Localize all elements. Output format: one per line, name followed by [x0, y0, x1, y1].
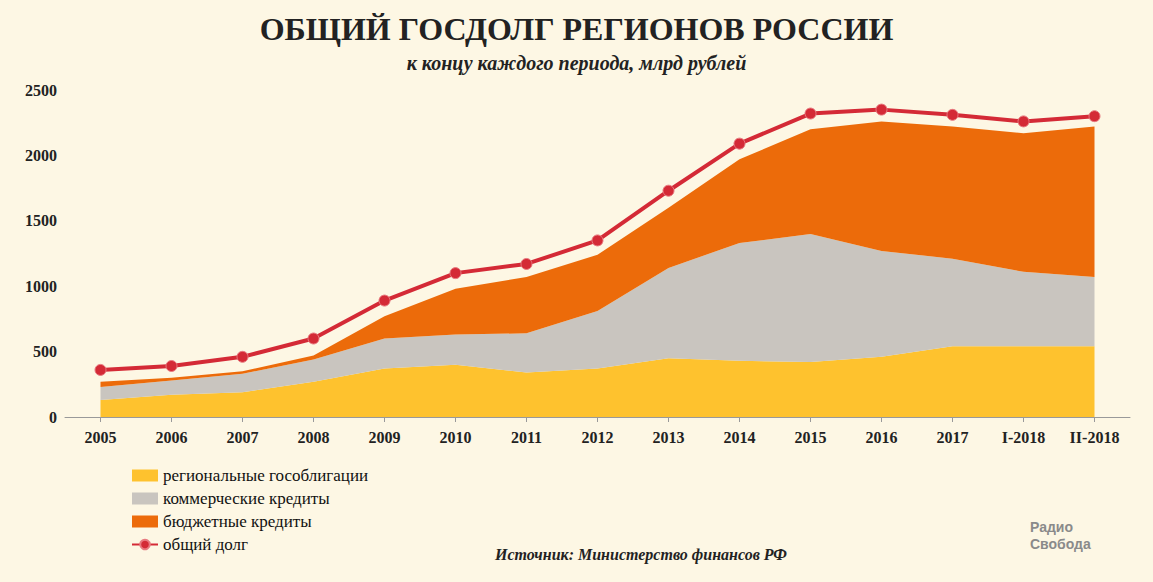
svg-text:коммерческие кредиты: коммерческие кредиты [163, 489, 330, 508]
svg-text:1500: 1500 [25, 212, 57, 229]
svg-text:ОБЩИЙ ГОСДОЛГ РЕГИОНОВ РОССИИ: ОБЩИЙ ГОСДОЛГ РЕГИОНОВ РОССИИ [260, 11, 894, 47]
svg-text:бюджетные кредиты: бюджетные кредиты [163, 512, 312, 531]
svg-text:0: 0 [49, 409, 57, 426]
svg-text:2013: 2013 [653, 429, 685, 446]
svg-text:Свобода: Свобода [1030, 536, 1091, 552]
svg-text:2012: 2012 [582, 429, 614, 446]
svg-text:2016: 2016 [866, 429, 898, 446]
svg-text:общий долг: общий долг [163, 535, 248, 554]
svg-text:II-2018: II-2018 [1070, 429, 1120, 446]
svg-text:2000: 2000 [25, 147, 57, 164]
svg-text:2005: 2005 [85, 429, 117, 446]
svg-text:2006: 2006 [156, 429, 188, 446]
svg-text:2010: 2010 [440, 429, 472, 446]
svg-text:2014: 2014 [724, 429, 756, 446]
svg-text:2007: 2007 [227, 429, 259, 446]
svg-text:2011: 2011 [511, 429, 542, 446]
svg-text:2008: 2008 [298, 429, 330, 446]
svg-text:Источник: Министерство финансо: Источник: Министерство финансов РФ [494, 546, 787, 564]
svg-text:2009: 2009 [369, 429, 401, 446]
svg-text:региональные гособлигации: региональные гособлигации [163, 466, 368, 485]
svg-text:Радио: Радио [1030, 519, 1073, 535]
svg-text:1000: 1000 [25, 278, 57, 295]
svg-text:I-2018: I-2018 [1002, 429, 1046, 446]
svg-text:2015: 2015 [795, 429, 827, 446]
svg-text:2017: 2017 [937, 429, 969, 446]
svg-text:к концу каждого периода, млрд: к концу каждого периода, млрд рублей [407, 52, 747, 75]
svg-text:500: 500 [33, 343, 57, 360]
svg-text:2500: 2500 [25, 82, 57, 99]
